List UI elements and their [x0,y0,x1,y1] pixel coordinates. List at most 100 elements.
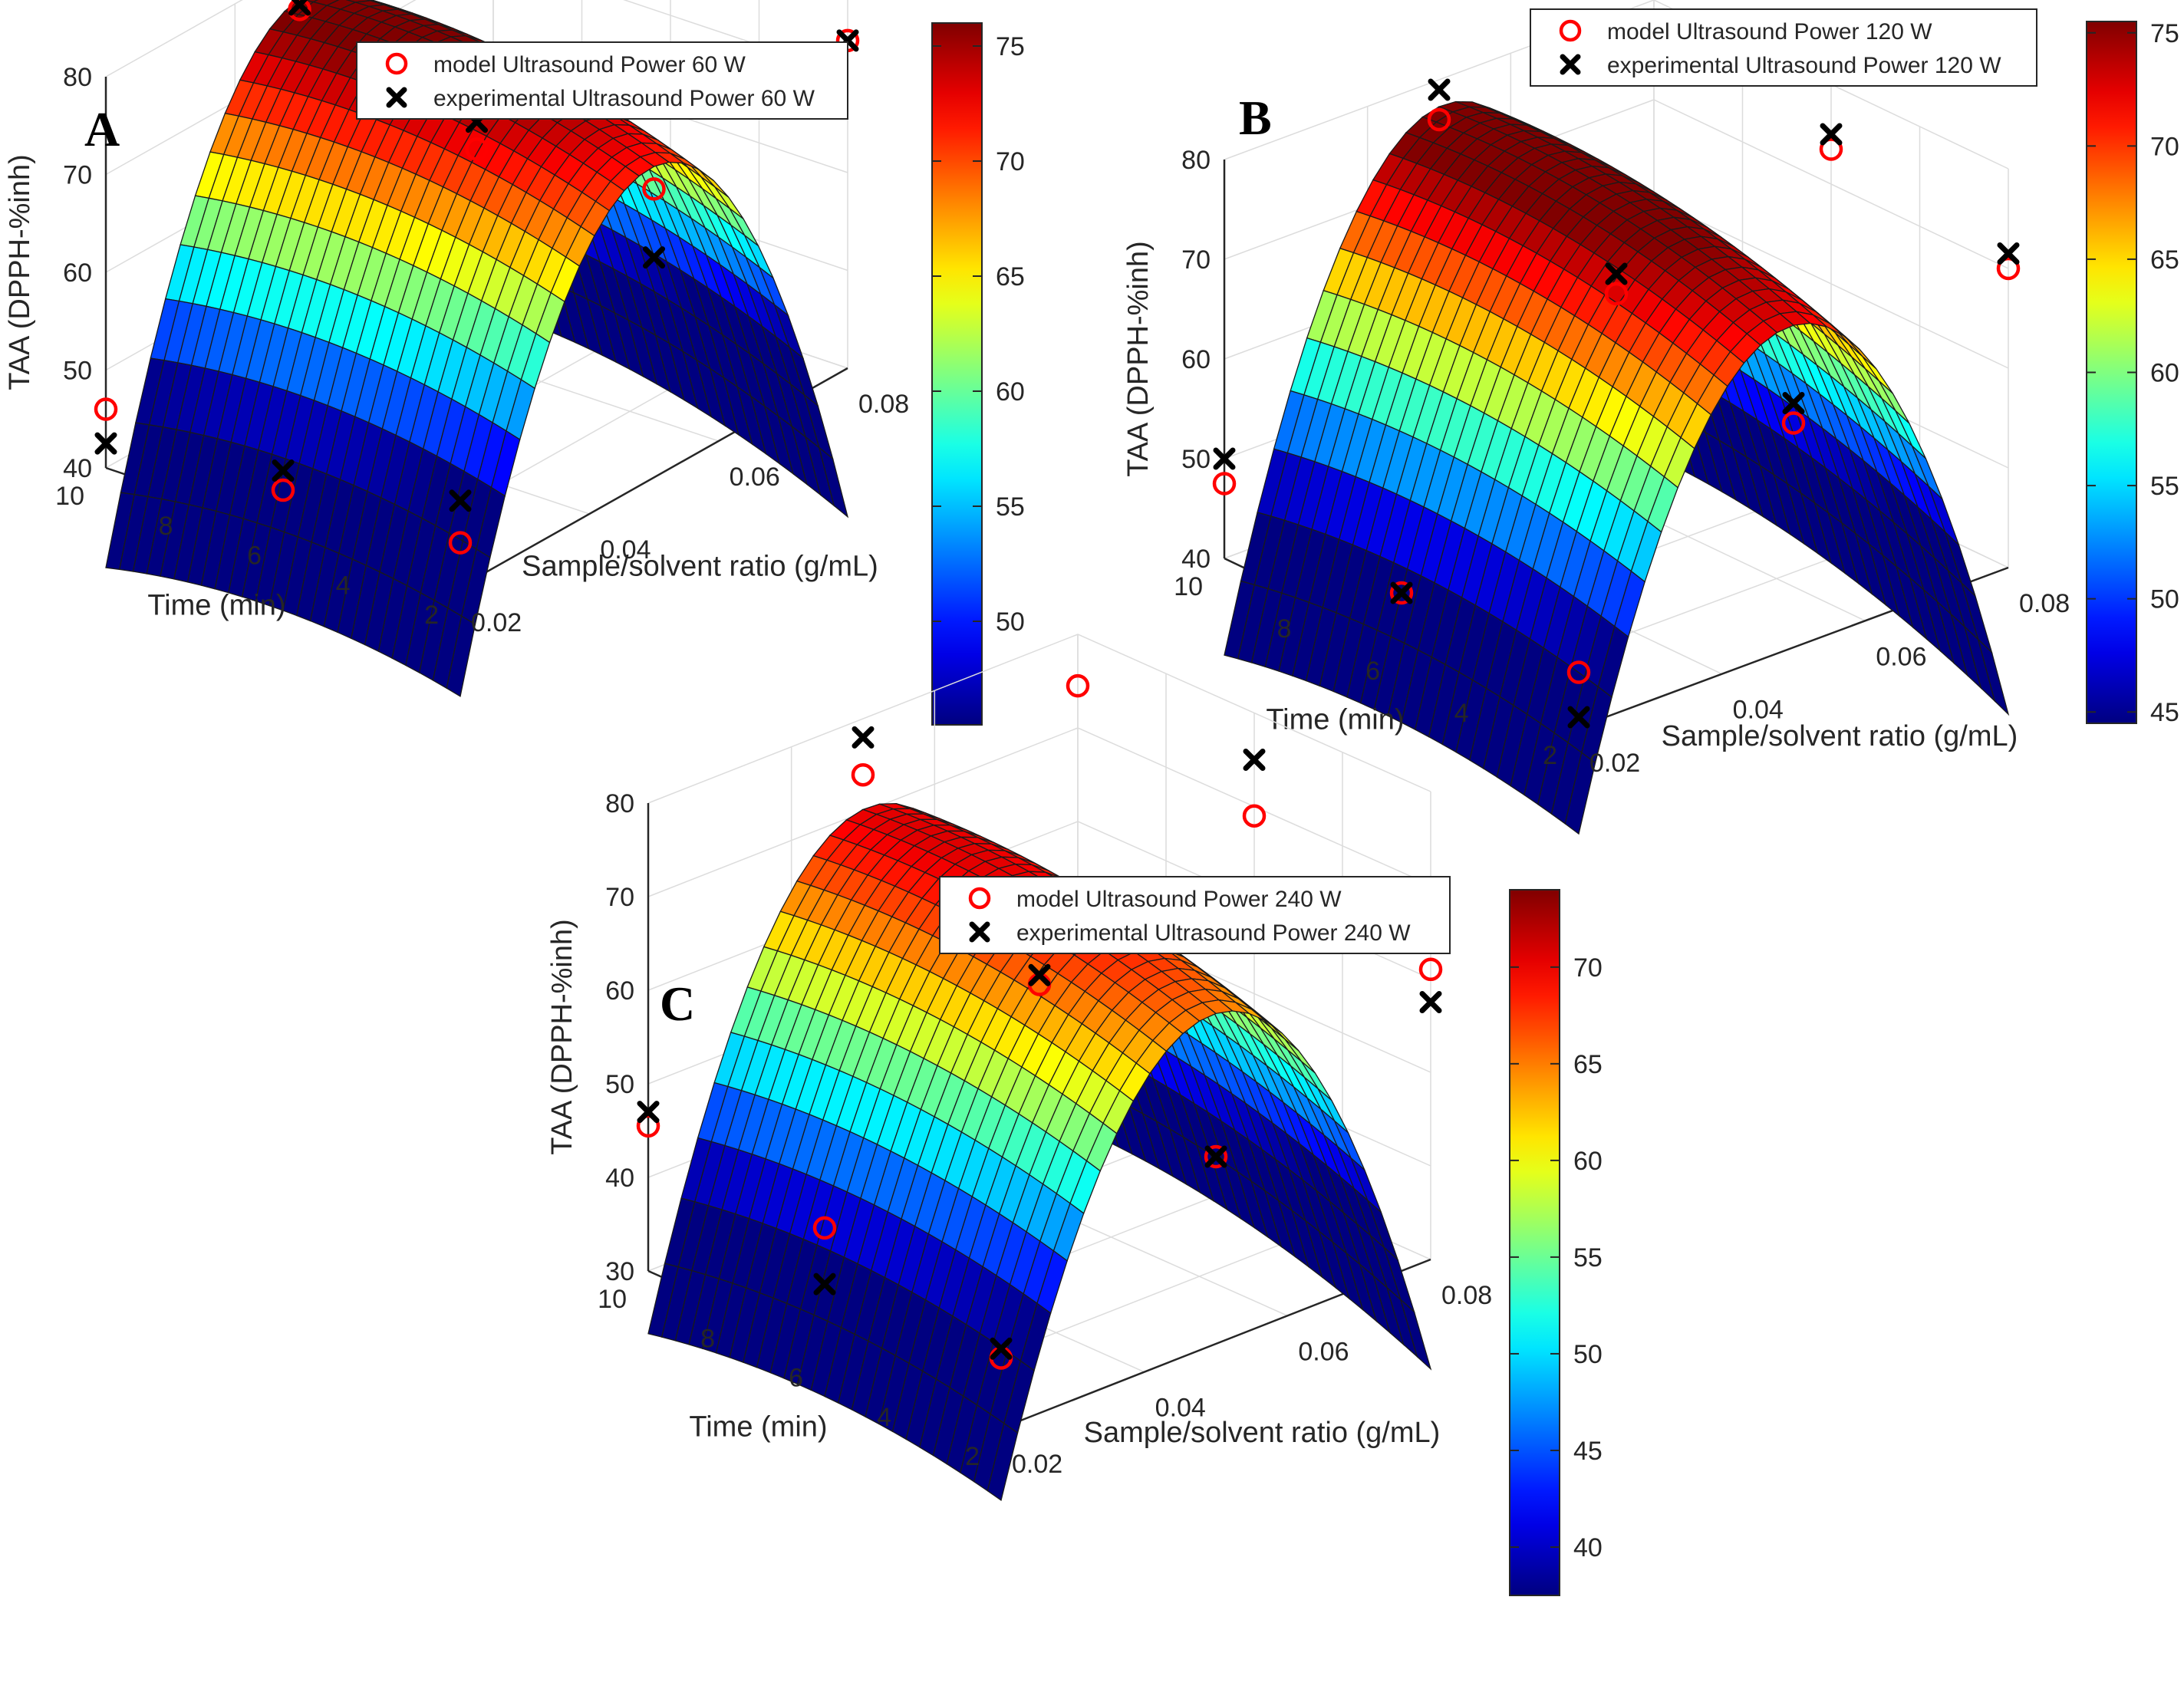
x-tick-label: 2 [1543,741,1557,770]
z-tick-label: 60 [1181,345,1211,374]
colorbar-tick-label: 75 [2150,19,2179,48]
z-tick-label: 60 [63,258,92,288]
experimental-point [288,0,311,16]
x-axis-label: Time (min) [1266,704,1404,736]
surface [105,0,849,697]
legend-box [1530,8,2037,87]
z-axis-label: TAA (DPPH-%inh) [546,919,578,1155]
colorbar-tick-label: 55 [996,492,1025,522]
y-tick-label: 0.08 [2019,589,2070,618]
z-tick-label: 40 [63,454,92,483]
x-tick-label: 10 [598,1285,627,1314]
legend-x-icon [969,921,990,943]
z-tick-label: 50 [605,1070,634,1099]
model-point [1389,581,1414,605]
experimental-point [1605,262,1628,285]
x-tick-label: 2 [965,1442,980,1471]
legend-label: model Ultrasound Power 240 W [1016,887,1342,912]
panel-B: 40 50 60 70 80 10 8 6 4 2 0.02 0.04 0.06 0.08 Time (mi… [1122,0,2179,835]
colorbar-tick-label: 55 [2150,472,2179,501]
x-tick-label: 4 [877,1403,891,1432]
legend-label: experimental Ultrasound Power 60 W [433,86,815,111]
colorbar-tick-label: 50 [996,607,1025,637]
model-point [1418,957,1443,982]
experimental-point [1820,123,1843,146]
surface-patch [1564,752,1596,835]
legend-label: experimental Ultrasound Power 120 W [1607,53,2001,78]
model-point [94,397,118,421]
colorbar-tick-label: 75 [996,32,1025,61]
y-tick-label: 0.08 [1441,1281,1492,1310]
legend-box [939,876,1451,954]
y-axis-label: Sample/solvent ratio (g/mL) [1084,1417,1441,1449]
z-axis-label: TAA (DPPH-%inh) [1122,241,1155,477]
legend-label: model Ultrasound Power 60 W [433,52,746,77]
model-point [1996,256,2021,281]
model-point [448,531,473,555]
panel-letter: B [1239,91,1272,145]
y-tick-label: 0.02 [471,608,522,637]
model-point [851,762,875,787]
z-tick-label: 80 [605,789,634,818]
z-tick-label: 70 [605,883,634,912]
legend-label: experimental Ultrasound Power 240 W [1016,920,1411,946]
experimental-point [852,726,875,749]
y-axis-label: Sample/solvent ratio (g/mL) [1662,720,2018,752]
legend-circle-icon [385,52,408,75]
experimental-point [449,489,472,512]
surface-patch [987,1422,1019,1502]
colorbar-tick-label: 65 [1573,1050,1603,1079]
model-point [1781,411,1806,435]
experimental-point [1997,242,2020,265]
colorbar-tick-label: 55 [1573,1243,1603,1273]
tick-labels: 30 40 50 60 70 80 10 8 6 4 2 0.02 0.04 0.06 0.08 [598,789,1492,1479]
surface [647,803,1432,1502]
legend-circle-icon [968,887,991,910]
experimental-point [813,1273,836,1296]
model-point [1066,673,1090,698]
model-point [465,137,489,161]
y-tick-label: 0.06 [1298,1337,1349,1366]
z-tick-label: 30 [605,1257,634,1286]
x-tick-label: 6 [789,1364,803,1393]
z-tick-label: 70 [1181,245,1211,275]
colorbar-tick-label: 60 [1573,1147,1603,1176]
x-tick-label: 10 [55,482,84,511]
colorbar: 45 50 55 60 65 70 75 [2086,19,2179,727]
experimental-point [94,432,117,455]
model-point [1819,137,1843,161]
experimental-point [1204,1145,1227,1168]
experimental-point [1428,78,1451,101]
y-tick-label: 0.08 [858,390,909,419]
legend: model Ultrasound Power 120 W experimental… [1530,8,2037,87]
y-tick-label: 0.02 [1012,1450,1062,1479]
colorbar-tick-label: 70 [996,147,1025,176]
colorbar-gradient [1509,889,1560,1596]
model-point [642,177,666,201]
z-tick-label: 80 [63,63,92,92]
panel-letter: C [660,976,695,1031]
panel-C: 30 40 50 60 70 80 10 8 6 4 2 0.02 0.04 0.06 0.08 Time (… [546,634,1603,1596]
z-axis-label: TAA (DPPH-%inh) [4,154,36,390]
y-tick-label: 0.04 [1155,1394,1206,1423]
y-tick-label: 0.06 [1876,642,1926,671]
colorbar-tick-label: 65 [996,262,1025,291]
legend-label: model Ultrasound Power 120 W [1607,19,1932,44]
model-point [1604,282,1629,306]
z-tick-label: 60 [605,976,634,1006]
experimental-point [1782,392,1805,414]
z-tick-label: 50 [63,357,92,386]
colorbar-tick-label: 70 [1573,953,1603,983]
experimental-point [1567,706,1590,729]
experimental-point [272,459,295,482]
x-tick-label: 8 [700,1324,715,1353]
legend-x-icon [386,87,407,108]
x-tick-label: 6 [1365,657,1380,686]
surface-patch [446,615,476,697]
experimental-point [637,1101,660,1124]
colorbar-tick-label: 50 [1573,1340,1603,1369]
surface [1224,100,2010,835]
x-axis-label: Time (min) [147,590,285,622]
y-tick-label: 0.04 [600,535,651,565]
